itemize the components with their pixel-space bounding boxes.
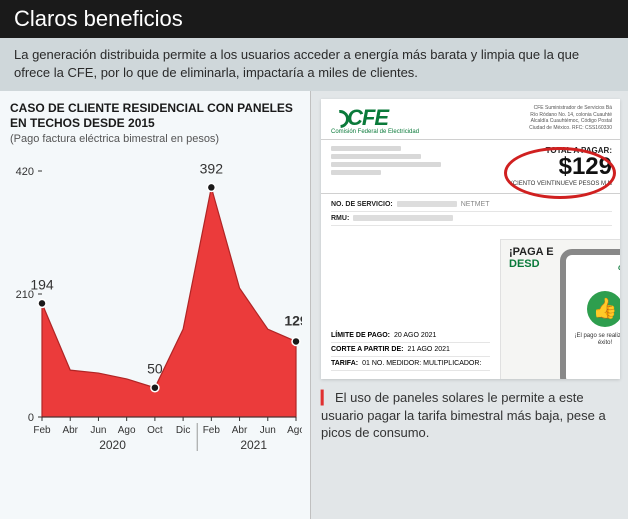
svg-text:0: 0	[28, 412, 34, 424]
caption-note: ▎El uso de paneles solares le permite a …	[321, 389, 620, 442]
total-block: TOTAL A PAGAR: $129 (CIENTO VEINTINUEVE …	[502, 146, 612, 187]
svg-text:Abr: Abr	[62, 425, 78, 436]
blur-line	[331, 154, 421, 159]
thumbs-up-icon: 👍	[587, 291, 620, 327]
area-chart-svg: 0210420FebAbrJunAgoOctDicFebAbrJunAgo202…	[10, 153, 302, 463]
svg-text:Jun: Jun	[90, 425, 106, 436]
bill-row: TARIFA: 01 NO. MEDIDOR: MULTIPLICADOR:	[331, 357, 490, 371]
content-row: CASO DE CLIENTE RESIDENCIAL CON PANELES …	[0, 91, 628, 519]
svg-text:Jun: Jun	[260, 425, 276, 436]
chart-panel: CASO DE CLIENTE RESIDENCIAL CON PANELES …	[0, 91, 310, 519]
bill-row-label: NO. DE SERVICIO:	[331, 201, 393, 208]
bill-meta-line: Alcaldía Cuauhtémoc, Código Postal	[529, 118, 612, 125]
svg-text:392: 392	[200, 160, 224, 176]
bill-promo: ¡PAGA E DESD CFE 👍 ¡El pago se realizó c…	[500, 239, 620, 379]
bill-rows: NO. DE SERVICIO: NETMET RMU:	[321, 194, 620, 230]
blur-line	[331, 170, 381, 175]
bill-meta-block: CFE Suministrador de Servicios BáRío Ród…	[529, 105, 612, 135]
phone-icon: CFE 👍 ¡El pago se realizó con éxito!	[560, 249, 620, 379]
cfe-brand-text: CFE	[347, 105, 388, 130]
bill-row: LÍMITE DE PAGO: 20 AGO 2021	[331, 329, 490, 343]
bill-row-tail: NETMET	[461, 201, 490, 208]
svg-text:Ago: Ago	[118, 425, 136, 436]
phone-success-text: ¡El pago se realizó con éxito!	[572, 333, 620, 347]
total-amount: $129	[502, 155, 612, 179]
svg-text:Abr: Abr	[232, 425, 248, 436]
svg-text:Oct: Oct	[147, 425, 163, 436]
cfe-logo: CFE Comisión Federal de Electricidad	[331, 105, 529, 135]
blur-line	[331, 146, 401, 151]
total-words: (CIENTO VEINTINUEVE PESOS M.N	[502, 181, 612, 187]
chart-area: 0210420FebAbrJunAgoOctDicFebAbrJunAgo202…	[10, 153, 302, 463]
cfe-mini-logo: CFE	[618, 265, 620, 272]
svg-text:2021: 2021	[240, 438, 267, 452]
svg-text:Feb: Feb	[203, 425, 221, 436]
bill-document: CFE Comisión Federal de Electricidad CFE…	[321, 99, 620, 379]
bill-row: CORTE A PARTIR DE: 21 AGO 2021	[331, 343, 490, 357]
bill-row-value: 21 AGO 2021	[407, 346, 449, 353]
note-bullet-icon: ▎	[321, 390, 331, 405]
svg-text:2020: 2020	[99, 438, 126, 452]
svg-text:Ago: Ago	[287, 425, 302, 436]
address-block	[331, 146, 502, 187]
bill-row-label: CORTE A PARTIR DE:	[331, 346, 403, 353]
bill-lower-rows: LÍMITE DE PAGO: 20 AGO 2021CORTE A PARTI…	[331, 329, 490, 371]
svg-text:Feb: Feb	[33, 425, 51, 436]
note-text: El uso de paneles solares le permite a e…	[321, 390, 606, 440]
bill-row-value: 01 NO. MEDIDOR: MULTIPLICADOR:	[362, 360, 481, 367]
bill-row-value: 20 AGO 2021	[394, 332, 436, 339]
svg-text:194: 194	[30, 276, 54, 292]
bill-meta-line: CFE Suministrador de Servicios Bá	[529, 105, 612, 112]
blur-value	[353, 215, 453, 221]
page-title: Claros beneficios	[0, 0, 628, 38]
cfe-brand-sub: Comisión Federal de Electricidad	[331, 129, 419, 135]
bill-meta-line: Ciudad de México. RFC: CSS160330	[529, 125, 612, 132]
bill-row-label: LÍMITE DE PAGO:	[331, 332, 390, 339]
svg-text:420: 420	[16, 166, 34, 178]
bill-row: NO. DE SERVICIO: NETMET	[331, 198, 612, 212]
bill-mid: TOTAL A PAGAR: $129 (CIENTO VEINTINUEVE …	[321, 140, 620, 194]
bill-header: CFE Comisión Federal de Electricidad CFE…	[321, 99, 620, 140]
bill-row-label: TARIFA:	[331, 360, 358, 367]
svg-text:129: 129	[284, 313, 302, 329]
blur-line	[331, 162, 441, 167]
svg-text:50: 50	[147, 361, 163, 377]
bill-row-label: RMU:	[331, 215, 349, 222]
bill-row: RMU:	[331, 212, 612, 226]
chart-subtitle: (Pago factura eléctrica bimestral en pes…	[10, 133, 304, 145]
phone-screen: CFE 👍 ¡El pago se realizó con éxito!	[572, 261, 620, 377]
page-subtitle: La generación distribuida permite a los …	[0, 38, 628, 91]
chart-title: CASO DE CLIENTE RESIDENCIAL CON PANELES …	[10, 101, 304, 131]
cfe-mark: CFE	[331, 105, 419, 131]
bill-panel: CFE Comisión Federal de Electricidad CFE…	[310, 91, 628, 519]
blur-value	[397, 201, 457, 207]
svg-text:Dic: Dic	[176, 425, 190, 436]
